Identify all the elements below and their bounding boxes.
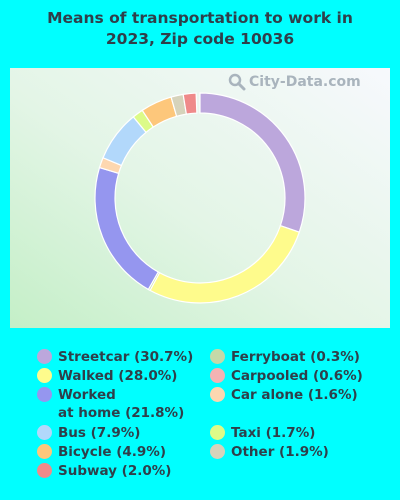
legend-label: Carpooled (0.6%)	[231, 368, 363, 384]
legend-label: Subway (2.0%)	[58, 463, 172, 479]
legend-swatch	[37, 387, 52, 402]
legend-swatch	[210, 349, 225, 364]
donut-slice-worked-at-home	[94, 166, 160, 291]
legend-label: Worked at home (21.8%)	[58, 387, 185, 421]
legend-label: Taxi (1.7%)	[231, 425, 316, 441]
legend-item-subway: Subway (2.0%)	[37, 462, 171, 480]
magnifier-icon	[228, 73, 246, 91]
legend-label: Walked (28.0%)	[58, 368, 178, 384]
legend-item-streetcar: Streetcar (30.7%)	[37, 348, 193, 366]
legend-label: Bus (7.9%)	[58, 425, 141, 441]
legend-swatch	[210, 444, 225, 459]
watermark: City-Data.com	[228, 72, 361, 92]
donut-slice-walked	[149, 224, 301, 304]
legend-item-walked: Walked (28.0%)	[37, 367, 177, 385]
legend-item-worked-at-home: Worked at home (21.8%)	[37, 386, 184, 422]
legend-item-bicycle: Bicycle (4.9%)	[37, 443, 166, 461]
watermark-text: City-Data.com	[249, 74, 361, 90]
chart-title: Means of transportation to work in 2023,…	[0, 8, 400, 50]
legend-swatch	[37, 349, 52, 364]
chart-title-line-2: 2023, Zip code 10036	[105, 30, 295, 48]
legend-swatch	[37, 368, 52, 383]
chart-title-line-1: Means of transportation to work in	[47, 9, 353, 27]
legend-item-taxi: Taxi (1.7%)	[210, 424, 315, 442]
legend-label: Bicycle (4.9%)	[58, 444, 166, 460]
legend-swatch	[37, 425, 52, 440]
legend-item-carpooled: Carpooled (0.6%)	[210, 367, 363, 385]
legend-item-other: Other (1.9%)	[210, 443, 329, 461]
legend-label: Car alone (1.6%)	[231, 387, 358, 403]
legend-item-ferryboat: Ferryboat (0.3%)	[210, 348, 360, 366]
legend-swatch	[37, 444, 52, 459]
legend-label: Ferryboat (0.3%)	[231, 349, 360, 365]
legend-item-bus: Bus (7.9%)	[37, 424, 140, 442]
legend-label: Other (1.9%)	[231, 444, 329, 460]
legend-swatch	[210, 368, 225, 383]
legend-item-car-alone: Car alone (1.6%)	[210, 386, 358, 404]
legend-swatch	[37, 463, 52, 478]
legend-swatch	[210, 387, 225, 402]
donut-slice-subway	[182, 92, 198, 115]
legend-swatch	[210, 425, 225, 440]
legend-label: Streetcar (30.7%)	[58, 349, 194, 365]
donut-slice-streetcar	[199, 92, 306, 233]
